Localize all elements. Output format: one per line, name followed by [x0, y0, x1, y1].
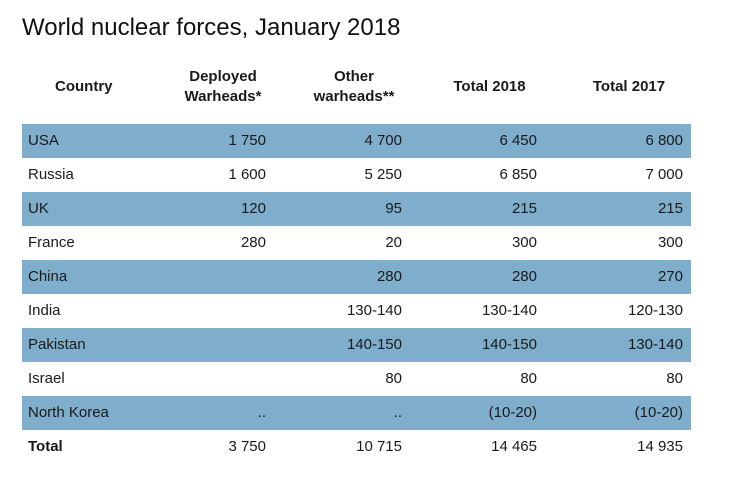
cell-deployed: ..	[257, 404, 266, 421]
cell-total-2018: 300	[511, 234, 537, 251]
header-other-warheads: Other warheads**	[266, 67, 402, 107]
cell-total-sum-2017: 14 935	[637, 438, 683, 455]
cell-total-other: 10 715	[356, 438, 402, 455]
cell-other: 20	[385, 234, 402, 251]
cell-total-2017: 80	[666, 370, 683, 387]
cell-total-label: Total	[28, 438, 63, 455]
cell-deployed: 1 600	[228, 166, 266, 183]
table-row: Israel 80 80 80	[22, 362, 691, 396]
cell-deployed: 1 750	[228, 132, 266, 149]
cell-total-2018: 280	[511, 268, 537, 285]
cell-total-2017: 130-140	[627, 336, 683, 353]
cell-other: 4 700	[364, 132, 402, 149]
page-title: World nuclear forces, January 2018	[22, 14, 401, 41]
header-total-2017: Total 2017	[592, 78, 666, 95]
cell-other: 95	[385, 200, 402, 217]
table-row: Pakistan 140-150 140-150 130-140	[22, 328, 691, 362]
cell-total-2018: 6 450	[499, 132, 537, 149]
cell-total-2018: 80	[520, 370, 537, 387]
cell-other: 140-150	[346, 336, 402, 353]
header-deployed-line2: Warheads*	[184, 88, 262, 105]
cell-country: India	[28, 302, 61, 319]
table-row: North Korea .. .. (10-20) (10-20)	[22, 396, 691, 430]
cell-other: 5 250	[364, 166, 402, 183]
cell-country: Israel	[28, 370, 65, 387]
cell-country: Russia	[28, 166, 74, 183]
cell-country: North Korea	[28, 404, 109, 421]
cell-total-2017: 215	[657, 200, 683, 217]
cell-total-sum-2018: 14 465	[491, 438, 537, 455]
table-row: India 130-140 130-140 120-130	[22, 294, 691, 328]
header-total-2018: Total 2018	[453, 78, 526, 95]
table-row: France 280 20 300 300	[22, 226, 691, 260]
cell-total-2017: 6 800	[645, 132, 683, 149]
table-header-row: Country Deployed Warheads* Other warhead…	[22, 52, 691, 122]
table-row: Russia 1 600 5 250 6 850 7 000	[22, 158, 691, 192]
header-other-line1: Other	[333, 68, 374, 85]
cell-total-2017: 7 000	[645, 166, 683, 183]
cell-total-2017: 270	[657, 268, 683, 285]
cell-other: 80	[385, 370, 402, 387]
table-row: USA 1 750 4 700 6 450 6 800	[22, 124, 691, 158]
cell-total-2017: 300	[657, 234, 683, 251]
cell-deployed: 120	[240, 200, 266, 217]
cell-total-2018: 6 850	[499, 166, 537, 183]
header-other-line2: warheads**	[313, 88, 395, 105]
cell-country: UK	[28, 200, 49, 217]
cell-other: 280	[376, 268, 402, 285]
cell-country: USA	[28, 132, 59, 149]
cell-total-2018: 215	[511, 200, 537, 217]
cell-total-2018: 130-140	[481, 302, 537, 319]
table-row: UK 120 95 215 215	[22, 192, 691, 226]
cell-other: ..	[393, 404, 402, 421]
nuclear-forces-table: Country Deployed Warheads* Other warhead…	[22, 52, 691, 464]
cell-country: China	[28, 268, 68, 285]
table-row: China 280 280 270	[22, 260, 691, 294]
cell-total-2017: (10-20)	[634, 404, 683, 421]
cell-other: 130-140	[346, 302, 402, 319]
cell-total-deployed: 3 750	[228, 438, 266, 455]
cell-total-2017: 120-130	[627, 302, 683, 319]
header-country: Country	[55, 78, 113, 95]
cell-deployed: 280	[240, 234, 266, 251]
cell-total-2018: (10-20)	[488, 404, 537, 421]
header-deployed-line1: Deployed	[189, 68, 257, 85]
table-total-row: Total 3 750 10 715 14 465 14 935	[22, 430, 691, 464]
cell-total-2018: 140-150	[481, 336, 537, 353]
cell-country: Pakistan	[28, 336, 86, 353]
header-deployed-warheads: Deployed Warheads*	[152, 67, 266, 107]
cell-country: France	[28, 234, 75, 251]
